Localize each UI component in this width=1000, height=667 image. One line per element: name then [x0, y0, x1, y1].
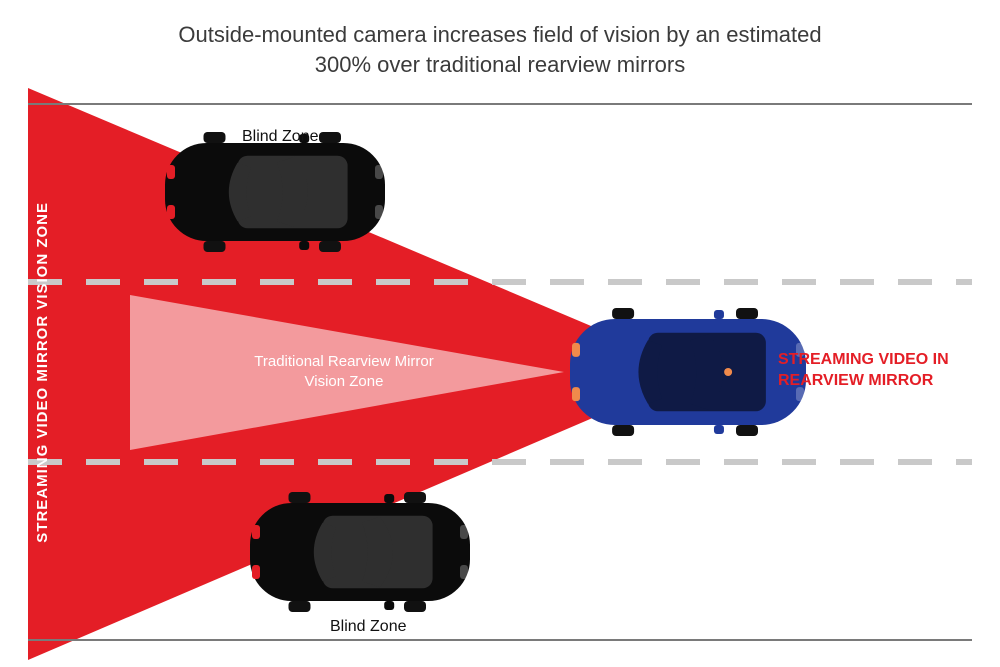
traditional-zone-line2: Vision Zone: [214, 372, 474, 392]
traditional-zone-line1: Traditional Rearview Mirror: [214, 352, 474, 372]
streaming-callout-line2: REARVIEW MIRROR: [778, 371, 949, 392]
infographic-stage: Outside-mounted camera increases field o…: [0, 0, 1000, 667]
traditional-zone-label: Traditional Rearview Mirror Vision Zone: [214, 352, 474, 393]
blind-zone-top-label: Blind Zone: [242, 128, 319, 146]
streaming-vertical-text: STREAMING VIDEO MIRROR VISION ZONE: [34, 202, 51, 543]
blind-zone-bottom-label: Blind Zone: [330, 618, 407, 636]
diagram-svg: [0, 0, 1000, 667]
streaming-callout-label: STREAMING VIDEO IN REARVIEW MIRROR: [778, 350, 949, 392]
streaming-callout-line1: STREAMING VIDEO IN: [778, 350, 949, 371]
streaming-vertical-label: STREAMING VIDEO MIRROR VISION ZONE: [34, 104, 51, 640]
